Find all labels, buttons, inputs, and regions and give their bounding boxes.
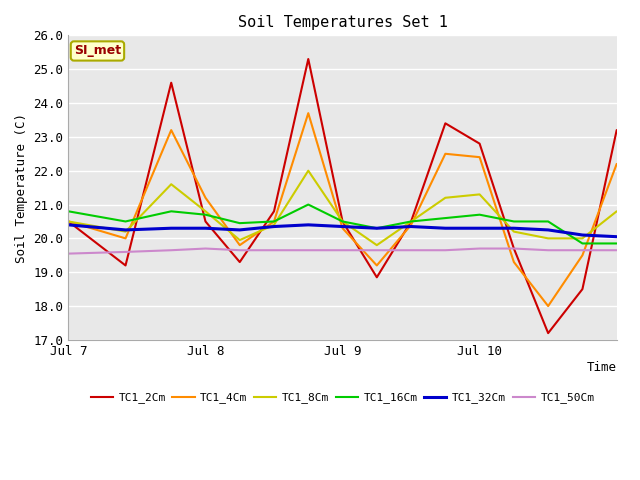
Text: SI_met: SI_met: [74, 45, 121, 58]
Legend: TC1_2Cm, TC1_4Cm, TC1_8Cm, TC1_16Cm, TC1_32Cm, TC1_50Cm: TC1_2Cm, TC1_4Cm, TC1_8Cm, TC1_16Cm, TC1…: [86, 388, 599, 408]
Title: Soil Temperatures Set 1: Soil Temperatures Set 1: [237, 15, 447, 30]
Y-axis label: Soil Temperature (C): Soil Temperature (C): [15, 113, 28, 263]
Text: Time: Time: [587, 361, 617, 374]
